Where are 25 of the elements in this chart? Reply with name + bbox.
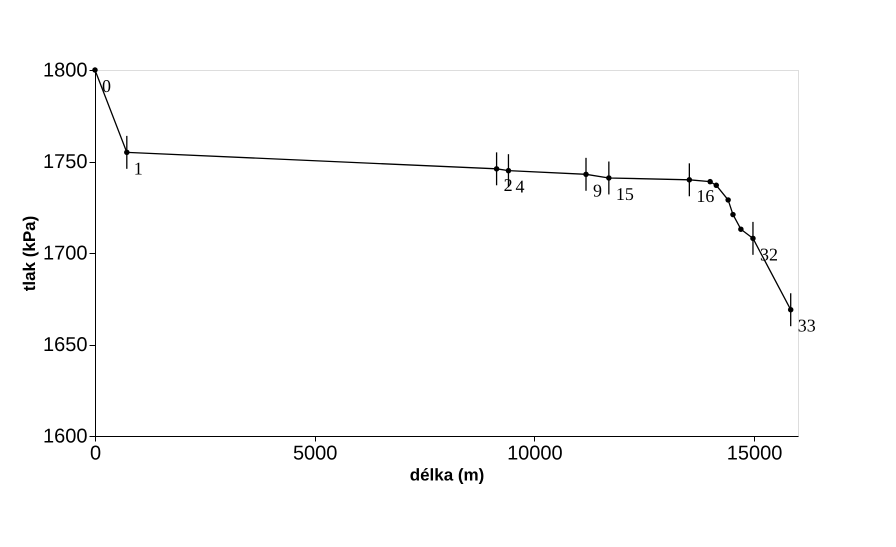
y-tick-label: 1650 <box>43 334 88 356</box>
annotation: 15 <box>616 184 634 204</box>
annotation: 16 <box>696 186 714 206</box>
x-tick-label: 0 <box>90 442 102 464</box>
y-tick-label: 1700 <box>43 242 88 264</box>
point <box>725 197 731 203</box>
point <box>92 67 98 73</box>
annotation: 4 <box>515 176 524 197</box>
x-tick-label: 15000 <box>726 442 782 464</box>
y-tick-label: 1800 <box>43 60 88 82</box>
annotation: 9 <box>593 180 602 200</box>
y-tick-label: 1750 <box>43 151 88 173</box>
x-tick-label: 5000 <box>292 442 338 464</box>
annotation: 32 <box>760 244 778 264</box>
x-axis-title: délka (m) <box>410 466 484 484</box>
point <box>738 226 744 232</box>
y-tick-label: 1600 <box>43 426 88 448</box>
point <box>714 182 720 188</box>
annotation: 33 <box>798 316 816 336</box>
point <box>707 178 713 184</box>
annotation: 0 <box>102 76 111 96</box>
point <box>730 212 736 218</box>
annotation: 1 <box>134 158 143 178</box>
x-tick-label: 10000 <box>507 442 563 464</box>
y-axis-title: tlak (kPa) <box>20 216 40 292</box>
